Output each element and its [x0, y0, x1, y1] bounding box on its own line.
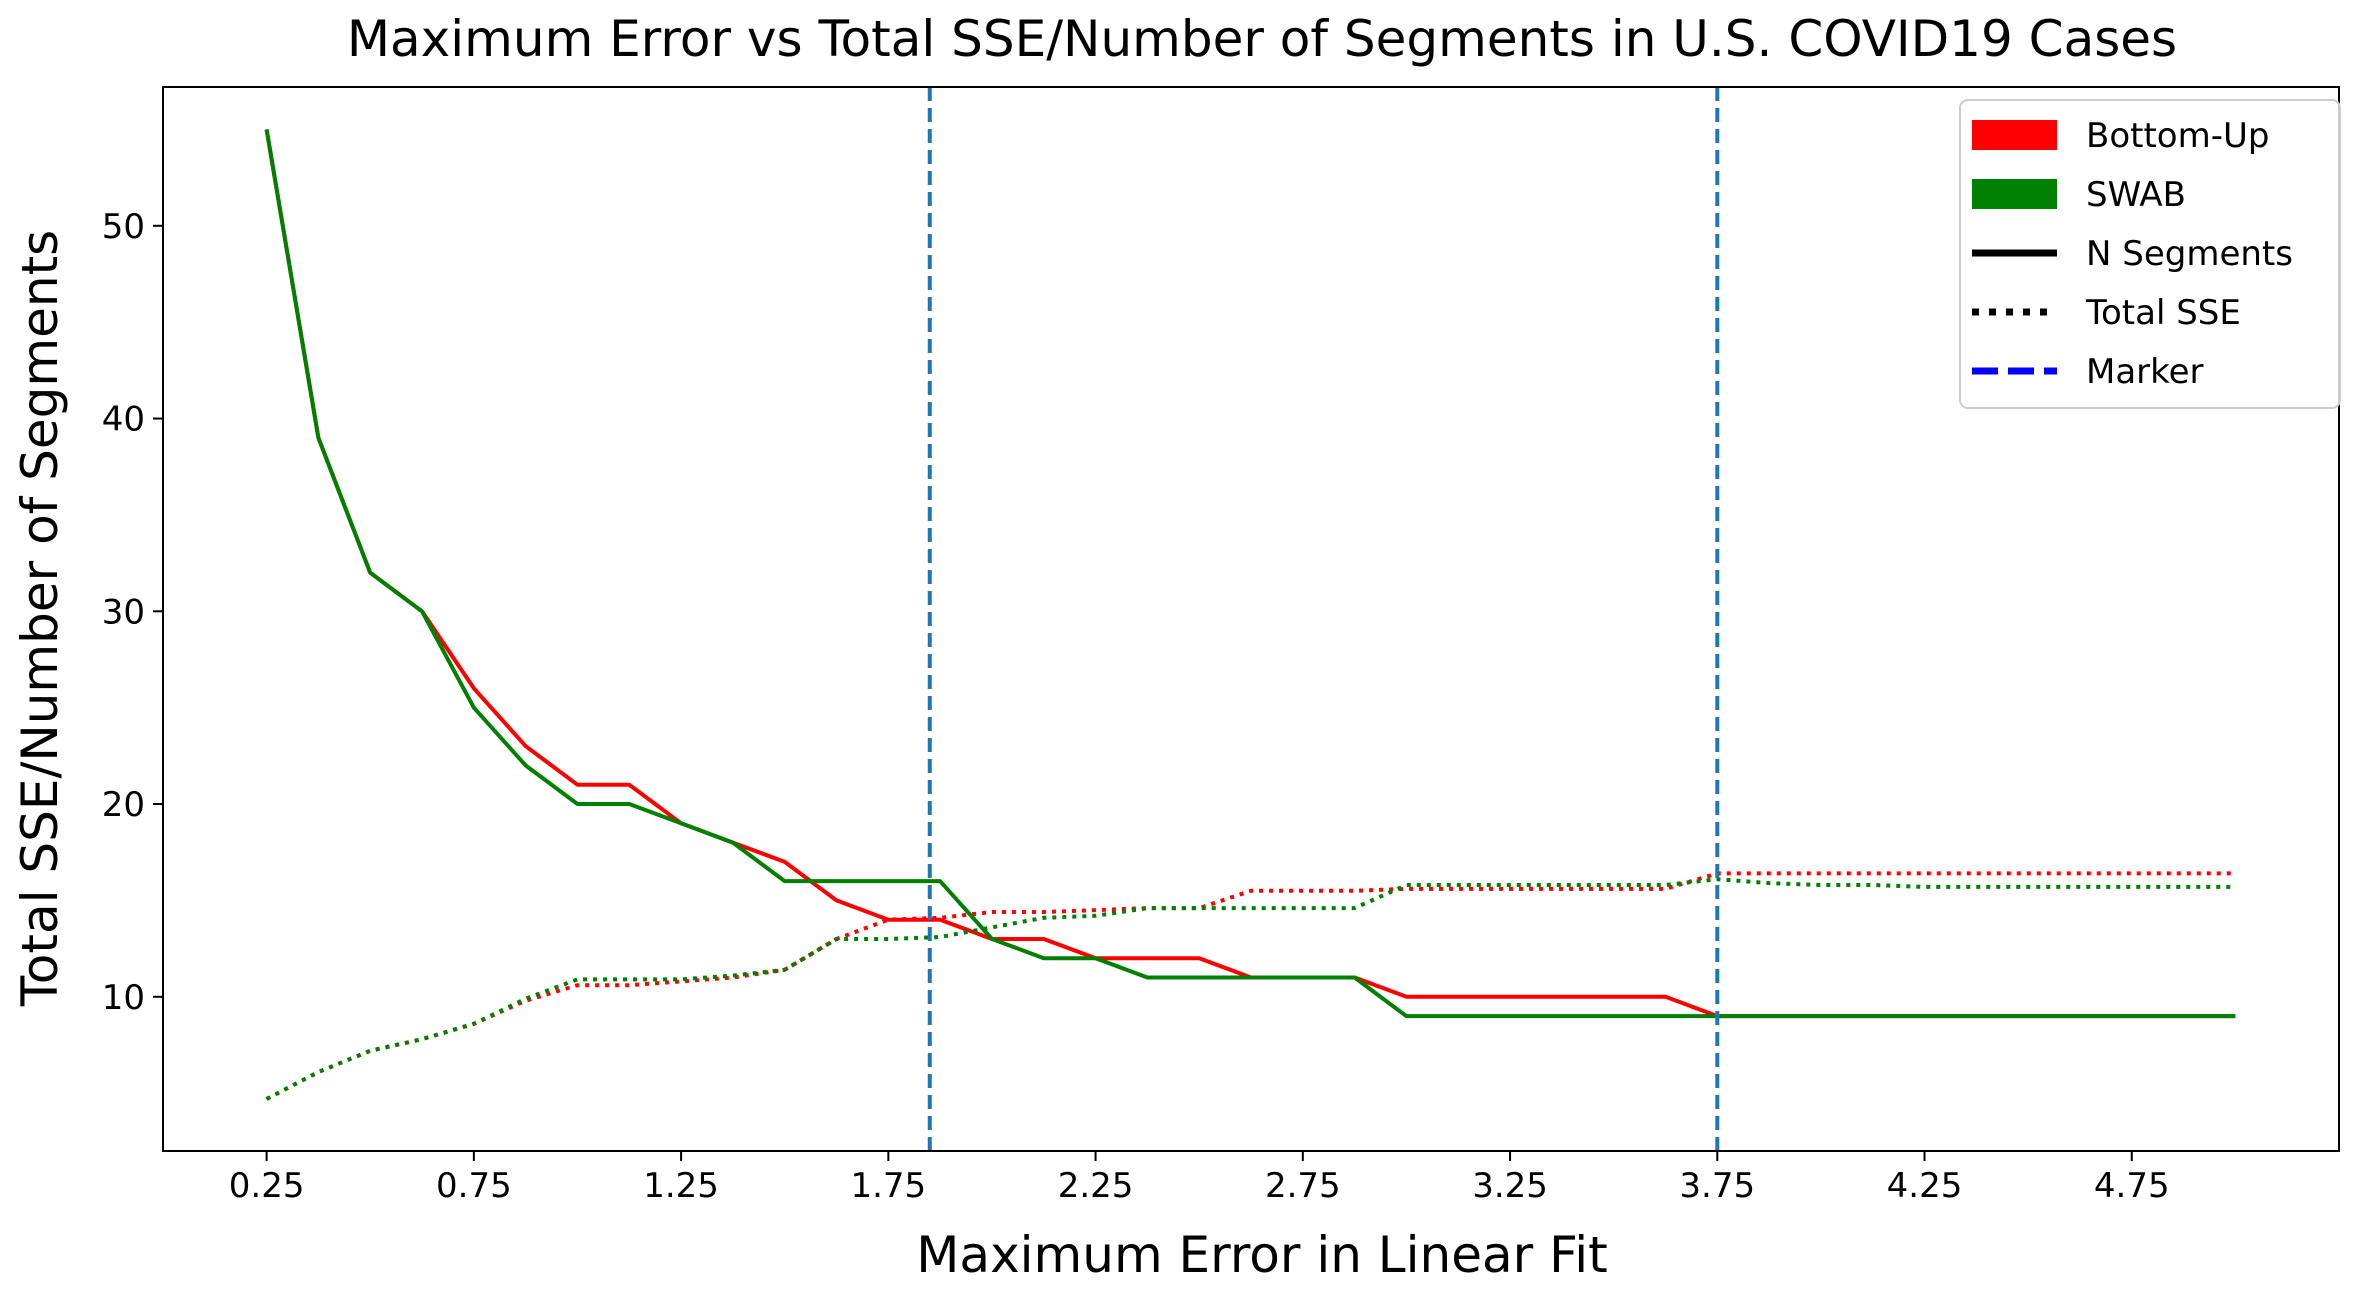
- legend-label-bottom-up: Bottom-Up: [2086, 116, 2269, 156]
- x-tick-label: 4.75: [2094, 1166, 2170, 1206]
- legend: Bottom-Up SWAB N Segments Total SSE Marker: [1959, 99, 2341, 409]
- legend-label-n-segments: N Segments: [2086, 234, 2293, 274]
- series-line-swab-n-segments: [264, 129, 2236, 1019]
- x-tick-label: 0.25: [229, 1166, 305, 1206]
- legend-swatch-swab: [1972, 179, 2057, 209]
- x-tick-label: 1.25: [643, 1166, 719, 1206]
- marker-lines: [927, 87, 1720, 1151]
- y-tick-label: 40: [102, 400, 145, 440]
- x-tick-label: 2.25: [1058, 1166, 1134, 1206]
- plot-frame: [162, 86, 2340, 1152]
- x-tick-label: 3.25: [1472, 1166, 1548, 1206]
- x-axis: 0.25 0.75 1.25 1.75 2.25 2.75 3.25 3.75 4.25 4.75: [229, 1151, 2170, 1206]
- y-tick-label: 20: [102, 785, 145, 825]
- legend-swatch-bottom-up: [1972, 120, 2057, 150]
- y-tick-label: 50: [102, 207, 145, 247]
- series-line-bottom-up-total-sse: [265, 871, 2236, 1101]
- x-axis-label: Maximum Error in Linear Fit: [916, 1226, 1607, 1284]
- legend-label-total-sse: Total SSE: [2085, 293, 2241, 333]
- y-axis-label: Total SSE/Number of Segments: [11, 230, 69, 1007]
- x-tick-label: 0.75: [436, 1166, 512, 1206]
- x-tick-label: 2.75: [1265, 1166, 1341, 1206]
- chart-title: Maximum Error vs Total SSE/Number of Seg…: [347, 10, 2177, 68]
- x-tick-label: 1.75: [850, 1166, 926, 1206]
- legend-label-swab: SWAB: [2086, 175, 2186, 215]
- plot-lines: [264, 129, 2236, 1101]
- series-line-swab-total-sse: [265, 877, 2236, 1101]
- y-tick-label: 30: [102, 592, 145, 632]
- y-axis: 10 20 30 40 50: [102, 207, 163, 1018]
- x-tick-label: 4.25: [1887, 1166, 1963, 1206]
- y-tick-label: 10: [102, 978, 145, 1018]
- legend-items: Bottom-Up SWAB N Segments Total SSE Marker: [1972, 116, 2293, 392]
- x-tick-label: 3.75: [1679, 1166, 1755, 1206]
- legend-box: [1959, 99, 2341, 409]
- legend-label-marker: Marker: [2086, 352, 2204, 392]
